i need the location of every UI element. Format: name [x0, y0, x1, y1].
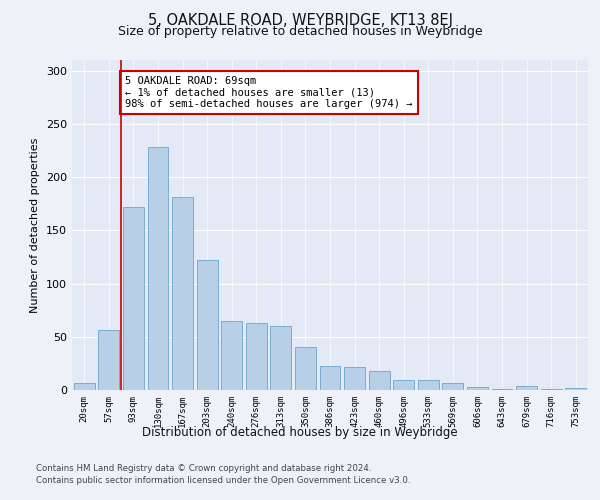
Bar [516, 386, 537, 390]
Text: Size of property relative to detached houses in Weybridge: Size of property relative to detached ho… [118, 25, 482, 38]
Bar [123, 207, 144, 390]
Bar [541, 389, 562, 390]
Bar [197, 260, 218, 390]
Bar [418, 380, 439, 390]
Bar [368, 371, 389, 390]
Bar [295, 348, 316, 390]
Text: Distribution of detached houses by size in Weybridge: Distribution of detached houses by size … [142, 426, 458, 439]
Text: 5, OAKDALE ROAD, WEYBRIDGE, KT13 8EJ: 5, OAKDALE ROAD, WEYBRIDGE, KT13 8EJ [148, 12, 452, 28]
Bar [491, 389, 512, 390]
Bar [148, 148, 169, 390]
Bar [74, 382, 95, 390]
Text: 5 OAKDALE ROAD: 69sqm
← 1% of detached houses are smaller (13)
98% of semi-detac: 5 OAKDALE ROAD: 69sqm ← 1% of detached h… [125, 76, 412, 109]
Text: Contains HM Land Registry data © Crown copyright and database right 2024.: Contains HM Land Registry data © Crown c… [36, 464, 371, 473]
Text: Contains public sector information licensed under the Open Government Licence v3: Contains public sector information licen… [36, 476, 410, 485]
Bar [393, 380, 414, 390]
Y-axis label: Number of detached properties: Number of detached properties [31, 138, 40, 312]
Bar [442, 382, 463, 390]
Bar [246, 323, 267, 390]
Bar [565, 388, 586, 390]
Bar [98, 330, 119, 390]
Bar [467, 387, 488, 390]
Bar [221, 321, 242, 390]
Bar [320, 366, 340, 390]
Bar [271, 326, 292, 390]
Bar [344, 366, 365, 390]
Bar [172, 198, 193, 390]
